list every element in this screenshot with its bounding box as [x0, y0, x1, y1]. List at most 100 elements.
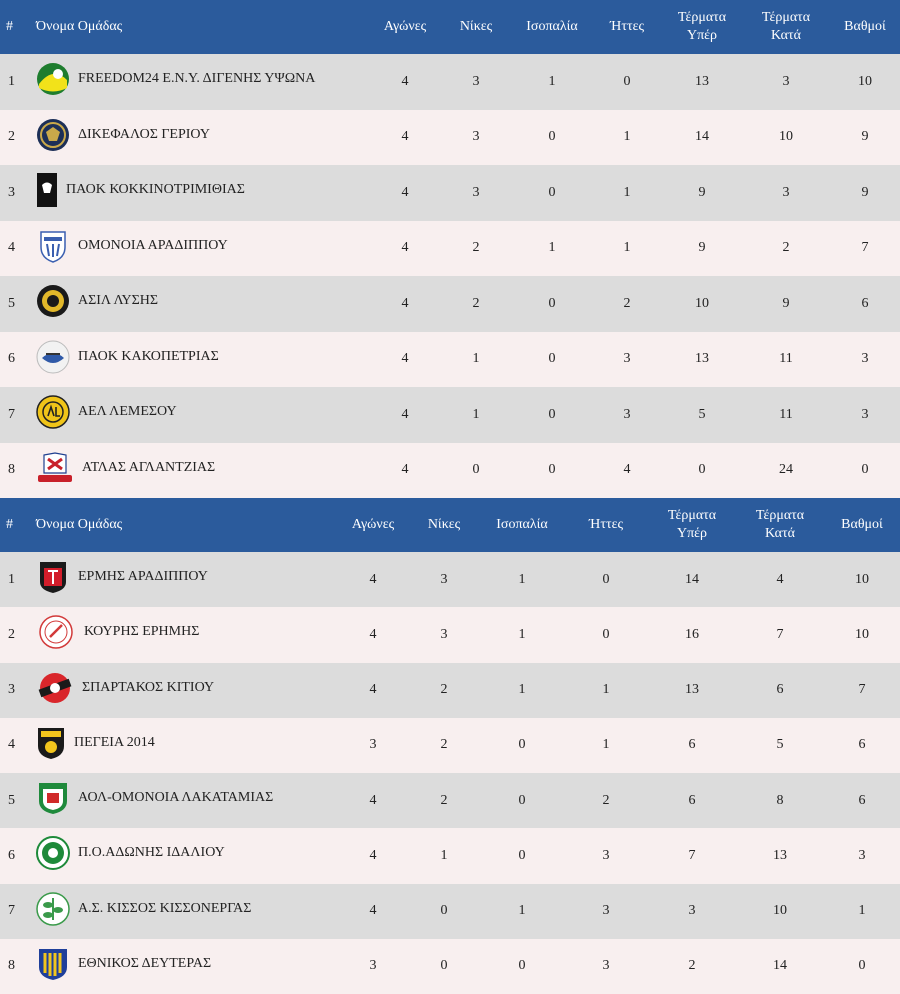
- position-cell: 1: [0, 54, 30, 110]
- table-row: 8 ΕΘΝΙΚΟΣ ΔΕΥΤΕΡΑΣ 3 0 0 3 2 14 0: [0, 938, 900, 994]
- points-cell: 0: [824, 938, 900, 994]
- diogenis-ypsona-logo: [36, 62, 70, 96]
- wins-cell: 0: [440, 442, 512, 498]
- goals-against-cell: 9: [742, 276, 830, 332]
- losses-cell: 0: [564, 552, 648, 608]
- losses-cell: 3: [592, 387, 662, 443]
- points-cell: 9: [830, 109, 900, 165]
- goals-against-cell: 3: [742, 54, 830, 110]
- col-header-pos: #: [0, 0, 30, 54]
- goals-against-cell: 24: [742, 442, 830, 498]
- spartakos-kitiou-logo: [36, 671, 74, 705]
- col-header-played: Αγώνες: [370, 0, 440, 54]
- draws-cell: 0: [480, 828, 564, 884]
- draws-cell: 0: [512, 109, 592, 165]
- team-name[interactable]: Π.Ο.ΑΔΩΝΗΣ ΙΔΑΛΙΟΥ: [78, 845, 225, 861]
- team-name[interactable]: ΕΡΜΗΣ ΑΡΑΔΙΠΠΟΥ: [78, 569, 208, 585]
- draws-cell: 0: [480, 938, 564, 994]
- ermis-aradippou-logo: [36, 560, 70, 594]
- table-row: 2 ΔΙΚΕΦΑΛΟΣ ΓΕΡΙΟΥ 4 3 0 1 14 10 9: [0, 109, 900, 165]
- wins-cell: 3: [440, 165, 512, 221]
- table-row: 5 ΑΣΙΛ ΛΥΣΗΣ 4 2 0 2 10 9 6: [0, 276, 900, 332]
- team-name[interactable]: ΔΙΚΕΦΑΛΟΣ ΓΕΡΙΟΥ: [78, 126, 210, 142]
- losses-cell: 1: [592, 109, 662, 165]
- goals-for-cell: 13: [648, 662, 736, 718]
- adonis-idaliou-logo: [36, 836, 70, 871]
- team-name[interactable]: ΑΕΛ ΛΕΜΕΣΟΥ: [78, 404, 177, 420]
- col-header-points: Βαθμοί: [824, 498, 900, 552]
- position-cell: 6: [0, 331, 30, 387]
- goals-against-cell: 14: [736, 938, 824, 994]
- played-cell: 4: [338, 607, 408, 663]
- losses-cell: 3: [564, 883, 648, 939]
- team-name[interactable]: ΟΜΟΝΟΙΑ ΑΡΑΔΙΠΠΟΥ: [78, 237, 228, 253]
- team-name[interactable]: ΕΘΝΙΚΟΣ ΔΕΥΤΕΡΑΣ: [78, 955, 212, 971]
- col-header-goals-against: Τέρματα Κατά: [742, 0, 830, 54]
- position-cell: 3: [0, 165, 30, 221]
- points-cell: 3: [830, 331, 900, 387]
- team-name[interactable]: ΣΠΑΡΤΑΚΟΣ ΚΙΤΙΟΥ: [82, 679, 215, 695]
- played-cell: 3: [338, 938, 408, 994]
- table-row: 3 ΠΑΟΚ ΚΟΚΚΙΝΟΤΡΙΜΙΘΙΑΣ 4 3 0 1 9 3 9: [0, 165, 900, 221]
- col-header-draws: Ισοπαλία: [512, 0, 592, 54]
- position-cell: 4: [0, 220, 30, 276]
- goals-against-cell: 13: [736, 828, 824, 884]
- points-cell: 6: [824, 717, 900, 773]
- team-name[interactable]: Α.Σ. ΚΙΣΣΟΣ ΚΙΣΣΟΝΕΡΓΑΣ: [78, 900, 252, 916]
- played-cell: 4: [338, 662, 408, 718]
- col-header-losses: Ήττες: [564, 498, 648, 552]
- draws-cell: 0: [480, 773, 564, 829]
- goals-for-cell: 14: [648, 552, 736, 608]
- team-name[interactable]: ΑΟΛ-ΟΜΟΝΟΙΑ ΛΑΚΑΤΑΜΙΑΣ: [78, 790, 274, 806]
- goals-for-cell: 13: [662, 54, 742, 110]
- table-row: 4 ΠΕΓΕΙΑ 2014 3 2 0 1 6 5 6: [0, 717, 900, 773]
- paok-kokkinotrimithias-logo: [36, 173, 58, 208]
- played-cell: 4: [338, 773, 408, 829]
- losses-cell: 1: [564, 662, 648, 718]
- points-cell: 6: [830, 276, 900, 332]
- team-name[interactable]: ΑΤΛΑΣ ΑΓΛΑΝΤΖΙΑΣ: [82, 459, 216, 475]
- kissos-kissonergas-logo: [36, 891, 70, 926]
- table-row: 5 ΑΟΛ-ΟΜΟΝΟΙΑ ΛΑΚΑΤΑΜΙΑΣ 4 2 0 2 6 8 6: [0, 773, 900, 829]
- wins-cell: 2: [408, 773, 480, 829]
- played-cell: 4: [370, 331, 440, 387]
- wins-cell: 2: [408, 717, 480, 773]
- aol-omonoia-lakatamias-logo: [36, 781, 70, 815]
- played-cell: 4: [338, 552, 408, 608]
- position-cell: 4: [0, 717, 30, 773]
- col-header-goals-against: Τέρματα Κατά: [736, 498, 824, 552]
- table-row: 7 ΑΕΛ ΛΕΜΕΣΟΥ 4 1 0 3 5 11 3: [0, 387, 900, 443]
- draws-cell: 0: [512, 165, 592, 221]
- position-cell: 5: [0, 773, 30, 829]
- played-cell: 4: [338, 828, 408, 884]
- col-header-team: Όνομα Ομάδας: [30, 498, 338, 552]
- team-name[interactable]: ΠΑΟΚ ΚΑΚΟΠΕΤΡΙΑΣ: [78, 348, 219, 364]
- pegeia-2014-logo: [36, 726, 66, 760]
- team-name[interactable]: ΚΟΥΡΗΣ ΕΡΗΜΗΣ: [84, 624, 200, 640]
- goals-for-cell: 13: [662, 331, 742, 387]
- goals-for-cell: 6: [648, 773, 736, 829]
- table-row: 8 ΑΤΛΑΣ ΑΓΛΑΝΤΖΙΑΣ 4 0 0 4 0 24 0: [0, 442, 900, 498]
- draws-cell: 1: [480, 662, 564, 718]
- team-name[interactable]: FREEDOM24 Ε.Ν.Υ. ΔΙΓΕΝΗΣ ΥΨΩΝΑ: [78, 71, 316, 87]
- goals-for-cell: 5: [662, 387, 742, 443]
- table-row: 1 FREEDOM24 Ε.Ν.Υ. ΔΙΓΕΝΗΣ ΥΨΩΝΑ 4 3 1 0…: [0, 54, 900, 110]
- goals-against-cell: 10: [742, 109, 830, 165]
- goals-for-cell: 16: [648, 607, 736, 663]
- team-name[interactable]: ΑΣΙΛ ΛΥΣΗΣ: [78, 293, 158, 309]
- points-cell: 3: [830, 387, 900, 443]
- team-name[interactable]: ΠΕΓΕΙΑ 2014: [74, 734, 155, 750]
- position-cell: 2: [0, 607, 30, 663]
- draws-cell: 0: [512, 387, 592, 443]
- col-header-played: Αγώνες: [338, 498, 408, 552]
- atlas-aglantzias-logo: [36, 451, 74, 485]
- points-cell: 10: [824, 552, 900, 608]
- losses-cell: 1: [592, 165, 662, 221]
- team-name[interactable]: ΠΑΟΚ ΚΟΚΚΙΝΟΤΡΙΜΙΘΙΑΣ: [66, 182, 245, 198]
- goals-against-cell: 4: [736, 552, 824, 608]
- played-cell: 4: [338, 883, 408, 939]
- position-cell: 2: [0, 109, 30, 165]
- points-cell: 3: [824, 828, 900, 884]
- draws-cell: 0: [512, 331, 592, 387]
- dikefalos-geriou-logo: [36, 118, 70, 152]
